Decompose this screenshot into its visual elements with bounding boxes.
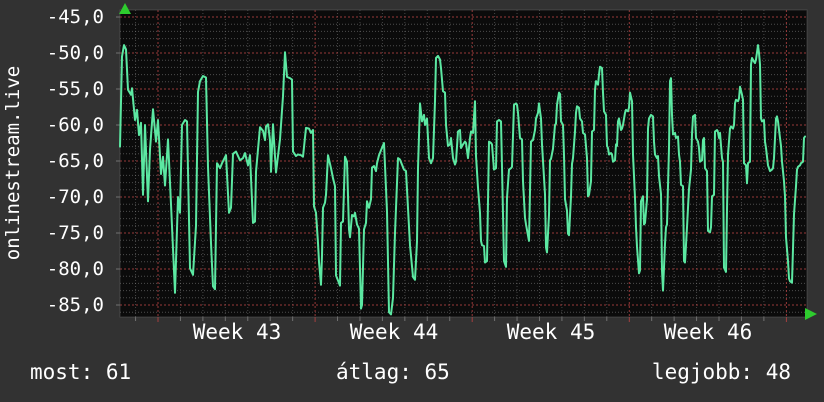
y-axis-tick-label: -80,0 <box>46 258 104 280</box>
y-axis-arrow-icon <box>119 3 131 14</box>
x-axis-week-label: Week 46 <box>663 320 753 344</box>
y-axis-tick-label: -65,0 <box>46 150 104 172</box>
y-axis-tick-label: -70,0 <box>46 186 104 208</box>
stat-atlag: átlag: 65 <box>336 360 450 384</box>
y-axis-tick-label: -50,0 <box>46 42 104 64</box>
y-axis-tick-label: -75,0 <box>46 222 104 244</box>
y-axis-tick-label: -85,0 <box>46 294 104 316</box>
x-axis-week-label: Week 44 <box>349 320 439 344</box>
stat-legjobb: legjobb: 48 <box>651 360 791 384</box>
x-axis-arrow-icon <box>805 308 817 320</box>
x-axis-week-label: Week 45 <box>506 320 596 344</box>
y-axis-tick-label: -45,0 <box>46 6 104 28</box>
x-axis-week-label: Week 43 <box>192 320 282 344</box>
vertical-axis-brand-label: onlinestream.live <box>2 65 24 261</box>
y-axis-tick-label: -60,0 <box>46 114 104 136</box>
y-axis-tick-label: -55,0 <box>46 78 104 100</box>
stat-most: most: 61 <box>30 360 132 384</box>
